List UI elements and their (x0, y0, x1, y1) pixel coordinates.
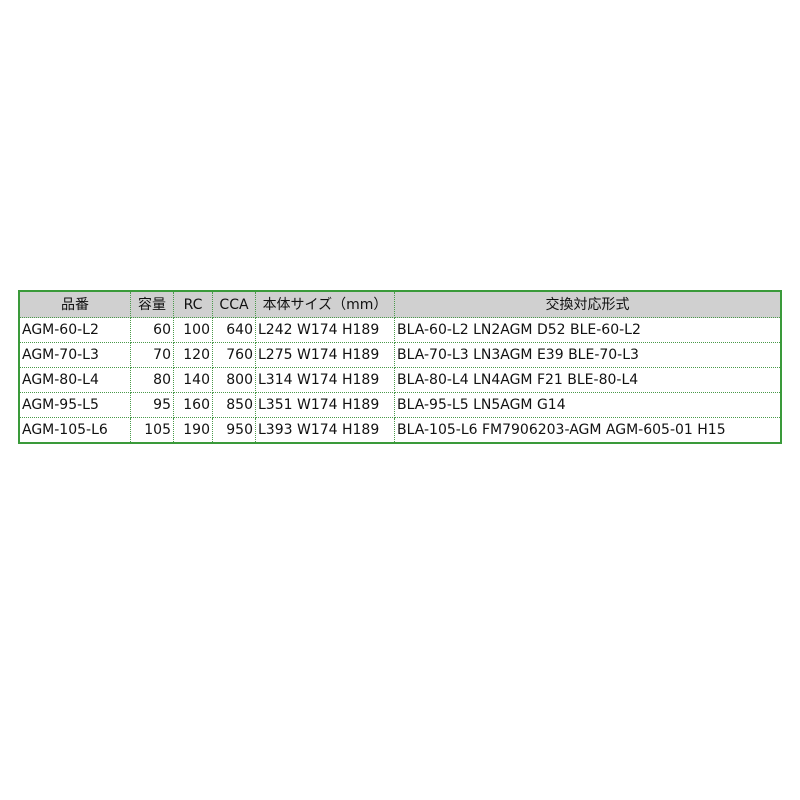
table-row: AGM-105-L6 105 190 950 L393 W174 H189 BLA-105… (18, 417, 782, 444)
cell-size: L314 W174 H189 (255, 367, 395, 393)
table-row: AGM-60-L2 60 100 640 L242 W174 H189 BLA-60-L2… (18, 317, 782, 343)
cell-part-number: AGM-95-L5 (18, 392, 131, 418)
cell-rc: 160 (173, 392, 213, 418)
cell-rc: 140 (173, 367, 213, 393)
cell-capacity: 95 (130, 392, 174, 418)
cell-cca: 640 (212, 317, 256, 343)
cell-cca: 950 (212, 417, 256, 444)
header-capacity: 容量 (130, 290, 174, 318)
battery-spec-table: 品番 容量 RC CCA 本体サイズ（mm） 交換対応形式 AGM-60-L2 6… (18, 290, 782, 444)
cell-capacity: 70 (130, 342, 174, 368)
header-row: 品番 容量 RC CCA 本体サイズ（mm） 交換対応形式 (18, 290, 782, 318)
header-rc: RC (173, 290, 213, 318)
cell-cca: 850 (212, 392, 256, 418)
cell-rc: 120 (173, 342, 213, 368)
cell-rc: 100 (173, 317, 213, 343)
cell-part-number: AGM-60-L2 (18, 317, 131, 343)
cell-compatible-models: BLA-95-L5 LN5AGM G14 (394, 392, 782, 418)
cell-capacity: 80 (130, 367, 174, 393)
cell-part-number: AGM-105-L6 (18, 417, 131, 444)
header-compatible-models: 交換対応形式 (394, 290, 782, 318)
cell-size: L242 W174 H189 (255, 317, 395, 343)
cell-cca: 760 (212, 342, 256, 368)
header-part-number: 品番 (18, 290, 131, 318)
cell-part-number: AGM-70-L3 (18, 342, 131, 368)
cell-capacity: 60 (130, 317, 174, 343)
table-row: AGM-70-L3 70 120 760 L275 W174 H189 BLA-70-L3… (18, 342, 782, 368)
cell-size: L275 W174 H189 (255, 342, 395, 368)
cell-size: L393 W174 H189 (255, 417, 395, 444)
cell-cca: 800 (212, 367, 256, 393)
cell-compatible-models: BLA-70-L3 LN3AGM E39 BLE-70-L3 (394, 342, 782, 368)
cell-rc: 190 (173, 417, 213, 444)
cell-part-number: AGM-80-L4 (18, 367, 131, 393)
header-size: 本体サイズ（mm） (255, 290, 395, 318)
cell-compatible-models: BLA-60-L2 LN2AGM D52 BLE-60-L2 (394, 317, 782, 343)
table-row: AGM-80-L4 80 140 800 L314 W174 H189 BLA-80-L4… (18, 367, 782, 393)
cell-capacity: 105 (130, 417, 174, 444)
table-row: AGM-95-L5 95 160 850 L351 W174 H189 BLA-95-L5… (18, 392, 782, 418)
cell-size: L351 W174 H189 (255, 392, 395, 418)
cell-compatible-models: BLA-80-L4 LN4AGM F21 BLE-80-L4 (394, 367, 782, 393)
header-cca: CCA (212, 290, 256, 318)
cell-compatible-models: BLA-105-L6 FM7906203-AGM AGM-605-01 H15 (394, 417, 782, 444)
